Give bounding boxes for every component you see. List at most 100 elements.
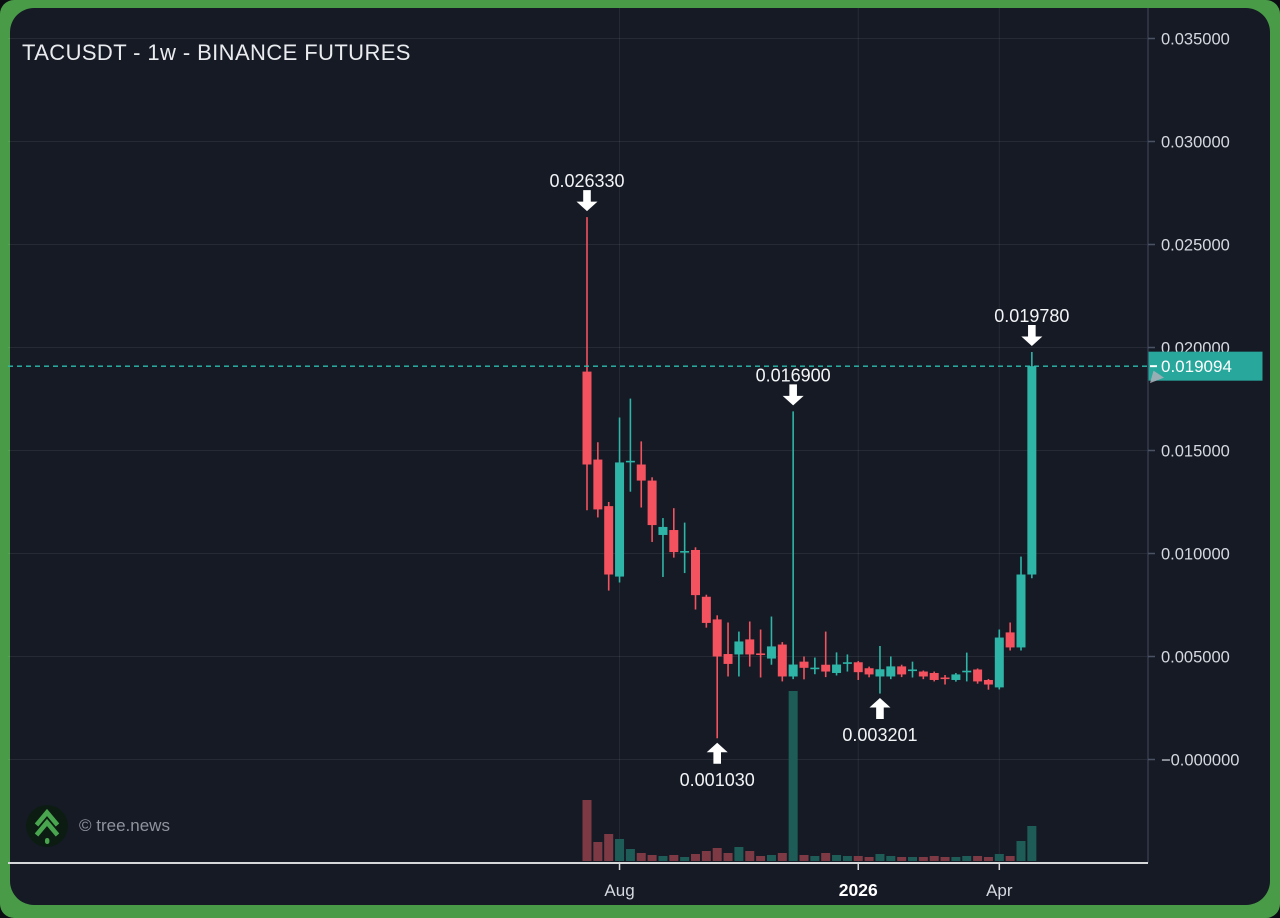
watermark: © tree.news (25, 804, 170, 848)
mouse-cursor-icon (1150, 370, 1164, 384)
candle-body (756, 653, 766, 656)
volume-bar (821, 853, 831, 861)
x-axis-label: Aug (604, 881, 634, 900)
gridlines (8, 8, 1148, 863)
volume-bar (582, 800, 592, 861)
volume-bar (766, 855, 776, 861)
candle-body (593, 459, 603, 510)
annotation-arrow-up-icon (869, 698, 891, 720)
volume-bar (864, 857, 874, 861)
chart-panel (10, 8, 1270, 905)
y-axis-label: 0.005000 (1161, 649, 1230, 667)
volume-bar (615, 839, 625, 861)
annotation-label: 0.026330 (549, 171, 624, 191)
y-axis-label: 0.035000 (1161, 31, 1230, 49)
volume-bar (983, 857, 993, 861)
volume-bar (1027, 826, 1037, 861)
candle-body (918, 671, 928, 677)
candle-body (1016, 574, 1026, 648)
candle-body (788, 664, 798, 677)
last-price-value: 0.019094 (1161, 357, 1232, 376)
volume-bar (994, 854, 1004, 861)
annotation-arrow-down-icon (576, 190, 598, 212)
y-axis-label: 0.015000 (1161, 443, 1230, 461)
volume-bar (777, 853, 787, 861)
annotation-arrow-up-icon (706, 742, 728, 764)
candle-body (1005, 632, 1015, 648)
candle-body (777, 644, 787, 677)
volume-bar (940, 857, 950, 861)
volume-bar (1005, 856, 1015, 861)
candle-body (604, 506, 614, 575)
annotation-label: 0.001030 (680, 770, 755, 790)
candle-body (842, 662, 852, 664)
candle-body (723, 654, 733, 664)
volume-bar (712, 848, 722, 861)
y-axis-label: 0.030000 (1161, 134, 1230, 152)
volume-bar (636, 853, 646, 861)
candle-body (1027, 366, 1037, 575)
y-axis-label: −0.000000 (1161, 752, 1239, 770)
chart-title: TACUSDT - 1w - BINANCE FUTURES (22, 40, 411, 65)
volume-bar (853, 856, 863, 861)
x-axis-label: Apr (986, 881, 1013, 900)
volume-bar (1016, 841, 1026, 861)
tree-news-logo-icon (26, 805, 68, 847)
watermark-text: © tree.news (79, 816, 170, 835)
volume-bar (647, 855, 657, 861)
annotation-label: 0.016900 (756, 365, 831, 385)
candle-body (701, 596, 711, 623)
annotation-label: 0.003201 (842, 725, 917, 745)
candle-body (766, 646, 776, 659)
candle-body (875, 669, 885, 677)
last-price-label: 0.019094 (1148, 351, 1263, 384)
candle-body (712, 619, 722, 657)
candle-body (973, 669, 983, 682)
candle-body (951, 674, 961, 680)
volume-bar (918, 857, 928, 861)
candle-body (734, 641, 744, 655)
candle-body (832, 664, 842, 673)
candle-body (897, 666, 907, 675)
volume-bar (842, 856, 852, 861)
volume-bar (593, 842, 603, 861)
candle-body (994, 637, 1004, 688)
candle-body (582, 371, 592, 465)
annotation-arrow-down-icon (782, 384, 804, 406)
volume-bar (788, 691, 798, 861)
volume-bar (604, 834, 614, 861)
candle-body (625, 460, 635, 463)
volume-bar (962, 856, 972, 861)
candle-body (799, 661, 809, 668)
candle-body (810, 667, 820, 670)
volume-bars (582, 691, 1037, 861)
volume-bar (886, 856, 896, 861)
candle-body (658, 526, 668, 535)
volume-bar (832, 855, 842, 861)
annotations: 0.026330 0.016900 0.019780 0.003201 0.001030 (549, 171, 1069, 790)
volume-bar (734, 847, 744, 861)
volume-bar (908, 857, 917, 861)
annotation-arrow-down-icon (1021, 325, 1043, 347)
annotation-label: 0.019780 (994, 306, 1069, 326)
y-axis-label: 0.025000 (1161, 237, 1230, 255)
volume-bar (723, 853, 733, 861)
volume-bar (691, 854, 700, 861)
candle-body (669, 530, 679, 553)
volume-bar (875, 854, 885, 861)
candle-body (745, 639, 755, 655)
volume-bar (625, 849, 635, 861)
candle-body (983, 679, 993, 685)
volume-bar (756, 856, 766, 861)
candle-body (886, 666, 896, 677)
volume-bar (680, 857, 690, 861)
candle-body (864, 668, 874, 675)
volume-bar (951, 857, 961, 861)
volume-bar (810, 856, 820, 861)
volume-bar (929, 856, 939, 861)
candle-body (853, 662, 863, 673)
candle-body (929, 672, 939, 680)
volume-bar (799, 855, 809, 861)
